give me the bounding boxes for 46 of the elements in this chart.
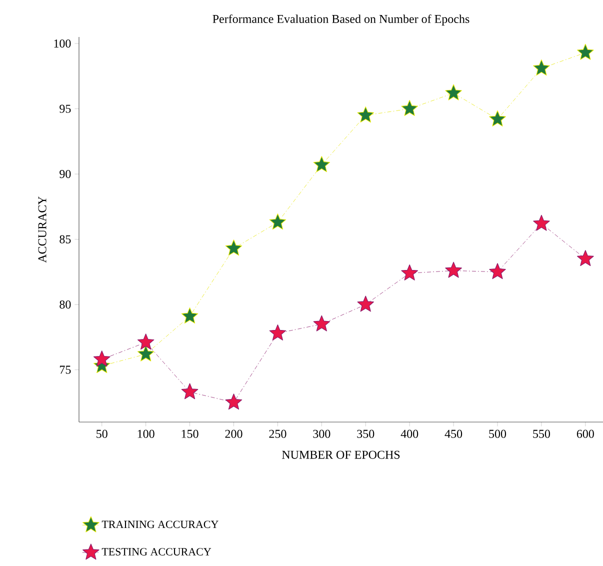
- y-tick-label: 80: [60, 300, 71, 309]
- point: [489, 110, 506, 126]
- point: [533, 214, 550, 231]
- point: [225, 394, 242, 410]
- point: [357, 106, 374, 122]
- x-tick-label: 500: [489, 430, 506, 438]
- point: [225, 240, 242, 256]
- y-tick-label: 100: [54, 39, 71, 48]
- point: [181, 383, 198, 400]
- point: [313, 315, 330, 332]
- point: [269, 214, 286, 230]
- point: [533, 60, 550, 76]
- y-tick-label: 85: [60, 235, 71, 244]
- point: [445, 262, 462, 278]
- point: [445, 84, 462, 100]
- point: [137, 334, 154, 350]
- point: [181, 307, 198, 324]
- point: [313, 156, 330, 172]
- legend-label: TRAINING ACCURACY: [102, 520, 218, 528]
- y-tick-label: 90: [60, 170, 71, 178]
- x-tick-label: 550: [533, 430, 550, 438]
- x-tick-label: 150: [182, 430, 198, 438]
- x-tick-label: 400: [400, 430, 418, 438]
- point: [269, 324, 286, 340]
- x-tick-label: 250: [269, 430, 286, 438]
- x-tick-label: 450: [444, 430, 462, 438]
- x-tick-label: 350: [357, 430, 374, 438]
- point: [137, 345, 154, 362]
- point: [489, 263, 506, 280]
- point: [577, 44, 594, 60]
- point: [577, 250, 594, 266]
- y-axis-title: ACCURACY: [38, 196, 46, 263]
- x-axis-title: NUMBER OF EPOCHS: [282, 450, 400, 459]
- legend-label: TESTING ACCURACY: [102, 548, 212, 556]
- x-tick-label: 600: [576, 430, 594, 438]
- point: [93, 350, 110, 367]
- x-tick-label: 100: [138, 430, 154, 438]
- y-tick-label: 75: [60, 366, 71, 374]
- x-tick-label: 50: [96, 430, 108, 438]
- point: [357, 296, 374, 312]
- x-tick-label: 200: [225, 430, 242, 438]
- y-tick-label: 95: [60, 104, 71, 113]
- x-tick-label: 300: [313, 430, 330, 438]
- point: [401, 100, 418, 116]
- chart-title: Performance Evaluation Based on Number of Epochs: [212, 14, 470, 26]
- point: [401, 264, 418, 280]
